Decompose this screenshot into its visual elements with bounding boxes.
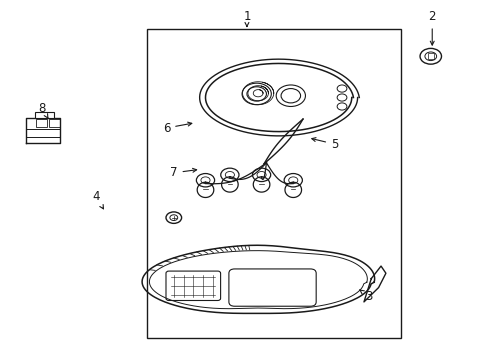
Text: 5: 5 — [311, 138, 338, 150]
Text: 6: 6 — [163, 122, 191, 135]
Text: 8: 8 — [39, 102, 48, 118]
Text: 4: 4 — [92, 190, 103, 209]
Text: 3: 3 — [359, 290, 372, 303]
Bar — [427, 53, 433, 59]
Bar — [35, 112, 54, 118]
Text: 1: 1 — [243, 10, 250, 27]
Bar — [147, 30, 400, 338]
Bar — [36, 119, 46, 127]
Text: 2: 2 — [427, 10, 435, 45]
Text: 7: 7 — [170, 166, 196, 179]
Bar — [49, 119, 60, 127]
